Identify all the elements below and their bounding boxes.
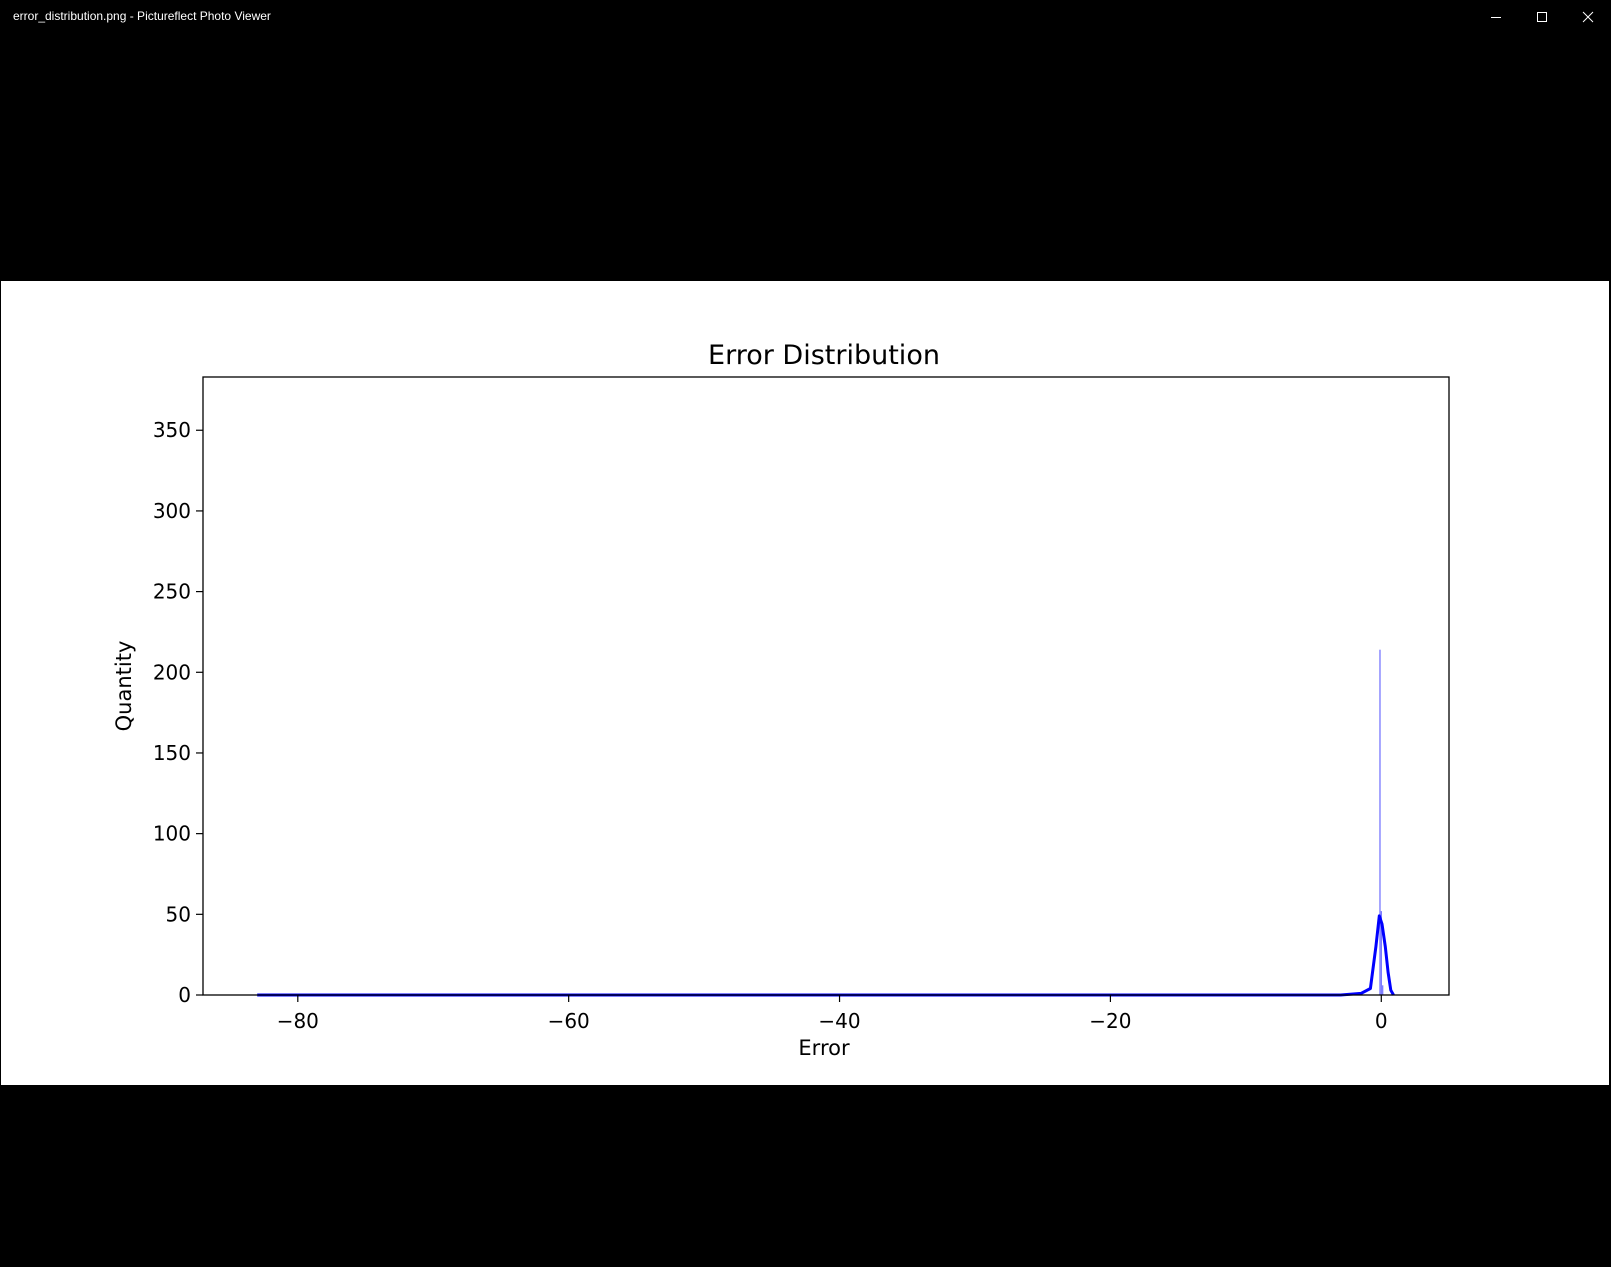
maximize-button[interactable] bbox=[1519, 0, 1565, 34]
y-tick-label: 250 bbox=[153, 580, 191, 604]
y-tick-label: 350 bbox=[153, 418, 191, 442]
image-viewport[interactable]: Error Distribution 0 50 100 150 200 250 300 350… bbox=[0, 34, 1611, 1267]
minimize-icon bbox=[1491, 17, 1501, 18]
close-button[interactable] bbox=[1565, 0, 1611, 34]
x-tick-label: −60 bbox=[548, 1009, 590, 1033]
histogram-bar bbox=[1380, 911, 1382, 995]
displayed-image: Error Distribution 0 50 100 150 200 250 300 350… bbox=[1, 281, 1609, 1085]
kde-line-group bbox=[257, 914, 1395, 997]
x-tick-label: −80 bbox=[277, 1009, 319, 1033]
maximize-icon bbox=[1537, 12, 1547, 22]
title-bar: error_distribution.png - Pictureflect Ph… bbox=[0, 0, 1611, 34]
y-axis: 0 50 100 150 200 250 300 350 bbox=[153, 418, 203, 1007]
minimize-button[interactable] bbox=[1473, 0, 1519, 34]
chart-title: Error Distribution bbox=[708, 340, 940, 371]
histogram-bars bbox=[1379, 649, 1384, 995]
plot-frame bbox=[202, 376, 1450, 996]
y-tick-label: 100 bbox=[153, 822, 191, 846]
y-tick-label: 0 bbox=[178, 983, 191, 1007]
close-icon bbox=[1582, 11, 1594, 23]
y-axis-label: Quantity bbox=[112, 641, 136, 732]
x-tick-label: −40 bbox=[818, 1009, 860, 1033]
x-tick-label: 0 bbox=[1375, 1009, 1388, 1033]
x-axis-label: Error bbox=[798, 1036, 850, 1060]
y-tick-label: 300 bbox=[153, 499, 191, 523]
x-tick-label: −20 bbox=[1089, 1009, 1131, 1033]
window-title: error_distribution.png - Pictureflect Ph… bbox=[13, 9, 271, 23]
y-tick-label: 200 bbox=[153, 660, 191, 684]
histogram-bar bbox=[1382, 985, 1384, 995]
kde-line bbox=[257, 914, 1395, 997]
histogram-bar bbox=[1379, 649, 1381, 995]
y-tick-label: 50 bbox=[166, 902, 191, 926]
x-axis: −80 −60 −40 −20 0 bbox=[277, 995, 1388, 1033]
error-distribution-chart: Error Distribution 0 50 100 150 200 250 300 350… bbox=[112, 340, 1450, 1060]
y-tick-label: 150 bbox=[153, 741, 191, 765]
